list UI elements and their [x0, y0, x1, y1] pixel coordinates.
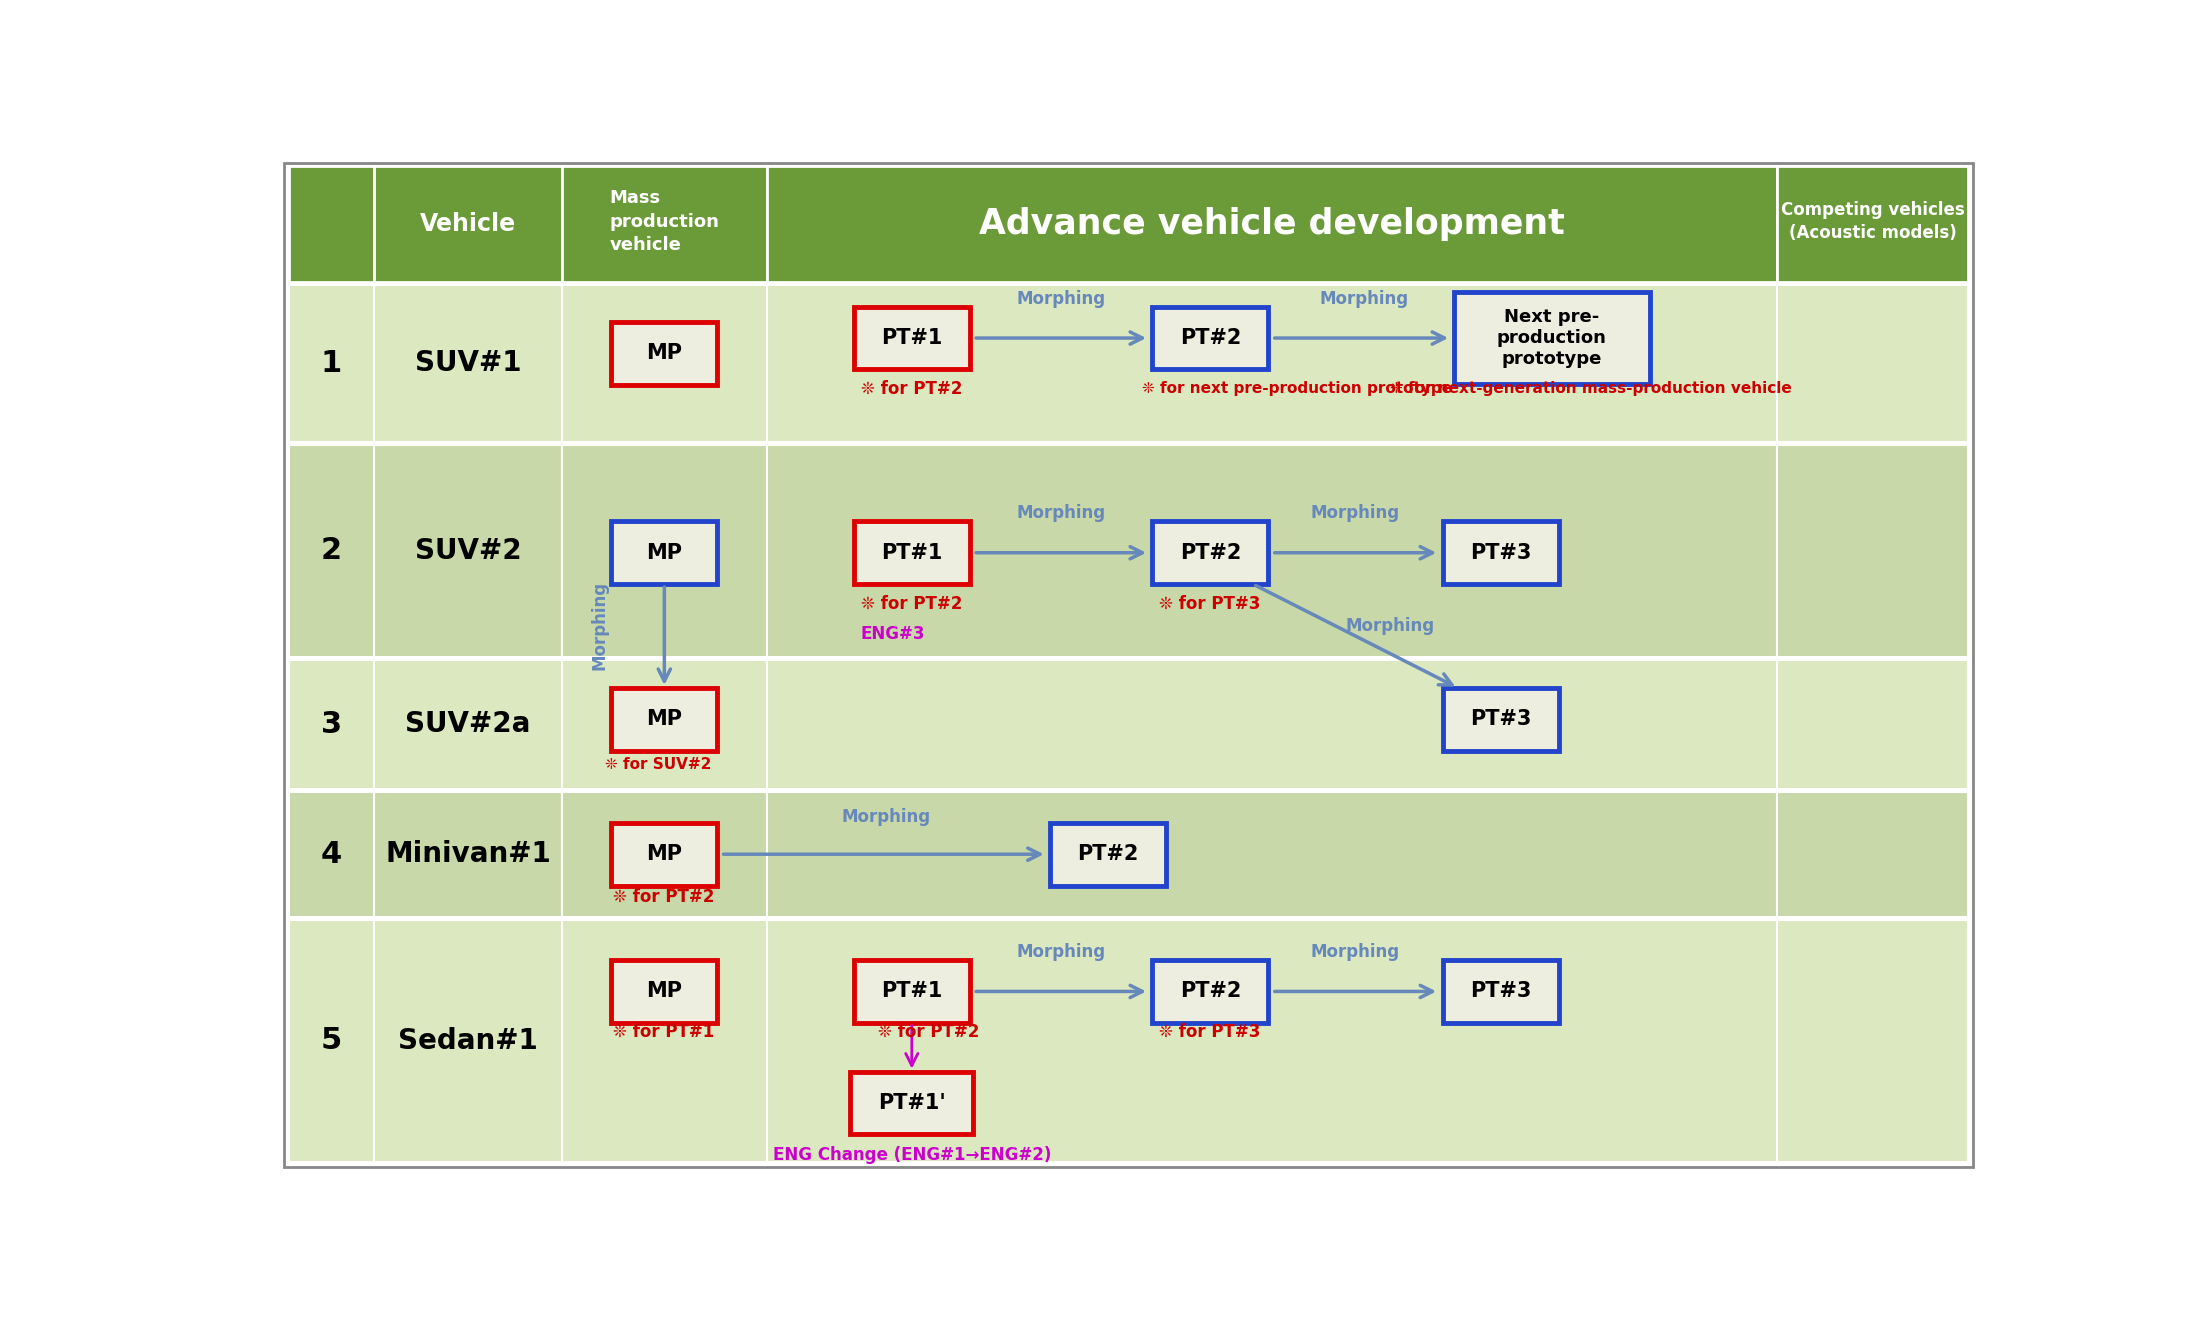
Text: MP: MP [647, 543, 683, 562]
Text: 4: 4 [321, 840, 341, 869]
Text: PT#2: PT#2 [1077, 844, 1138, 864]
FancyBboxPatch shape [1453, 292, 1649, 383]
FancyBboxPatch shape [374, 919, 562, 1162]
FancyBboxPatch shape [374, 166, 562, 282]
FancyBboxPatch shape [1777, 445, 1969, 657]
FancyBboxPatch shape [612, 687, 718, 751]
Text: MP: MP [647, 710, 683, 730]
Text: ❊ for PT#2: ❊ for PT#2 [612, 888, 713, 906]
FancyBboxPatch shape [612, 823, 718, 885]
FancyBboxPatch shape [854, 522, 969, 585]
Text: ❊ for PT#2: ❊ for PT#2 [879, 1023, 980, 1040]
FancyBboxPatch shape [562, 660, 766, 789]
FancyBboxPatch shape [1777, 792, 1969, 917]
Text: ❊ for PT#2: ❊ for PT#2 [861, 594, 962, 612]
Text: Morphing: Morphing [1345, 616, 1434, 635]
FancyBboxPatch shape [766, 660, 1777, 789]
Text: PT#1: PT#1 [881, 328, 942, 348]
Text: PT#2: PT#2 [1180, 328, 1242, 348]
FancyBboxPatch shape [288, 284, 374, 443]
Text: Next pre-
production
prototype: Next pre- production prototype [1497, 308, 1607, 367]
FancyBboxPatch shape [766, 166, 1777, 282]
FancyBboxPatch shape [374, 284, 562, 443]
Text: ❊ for PT#1: ❊ for PT#1 [612, 1023, 713, 1040]
FancyBboxPatch shape [1152, 960, 1268, 1023]
Text: SUV#1: SUV#1 [414, 349, 522, 378]
Text: ❊ for PT#3: ❊ for PT#3 [1158, 1023, 1260, 1040]
FancyBboxPatch shape [562, 445, 766, 657]
FancyBboxPatch shape [1777, 919, 1969, 1162]
Text: Morphing: Morphing [1319, 290, 1409, 308]
Text: 2: 2 [321, 536, 341, 565]
FancyBboxPatch shape [288, 660, 374, 789]
FancyBboxPatch shape [1442, 522, 1559, 585]
Text: PT#3: PT#3 [1471, 543, 1530, 562]
Text: Morphing: Morphing [1017, 943, 1105, 961]
Text: MP: MP [647, 344, 683, 363]
FancyBboxPatch shape [288, 919, 374, 1162]
Text: Vehicle: Vehicle [421, 212, 515, 236]
Text: ❊ for next-generation mass-production vehicle: ❊ for next-generation mass-production ve… [1389, 381, 1792, 396]
Text: SUV#2a: SUV#2a [405, 710, 531, 739]
Text: Morphing: Morphing [1310, 504, 1400, 523]
FancyBboxPatch shape [854, 960, 969, 1023]
FancyBboxPatch shape [1050, 823, 1167, 885]
FancyBboxPatch shape [1777, 166, 1969, 282]
FancyBboxPatch shape [1152, 522, 1268, 585]
FancyBboxPatch shape [612, 522, 718, 585]
Text: Mass
production
vehicle: Mass production vehicle [610, 190, 720, 254]
FancyBboxPatch shape [288, 445, 374, 657]
FancyBboxPatch shape [1777, 284, 1969, 443]
FancyBboxPatch shape [766, 284, 1777, 443]
FancyBboxPatch shape [288, 166, 374, 282]
Text: PT#3: PT#3 [1471, 981, 1530, 1001]
FancyBboxPatch shape [562, 166, 766, 282]
Text: PT#2: PT#2 [1180, 981, 1242, 1001]
FancyBboxPatch shape [1777, 660, 1969, 789]
FancyBboxPatch shape [562, 919, 766, 1162]
FancyBboxPatch shape [562, 284, 766, 443]
Text: ❊ for PT#2: ❊ for PT#2 [861, 379, 962, 398]
Text: PT#3: PT#3 [1471, 710, 1530, 730]
FancyBboxPatch shape [1442, 960, 1559, 1023]
FancyBboxPatch shape [612, 321, 718, 385]
FancyBboxPatch shape [766, 919, 1777, 1162]
Text: ENG Change (ENG#1→ENG#2): ENG Change (ENG#1→ENG#2) [773, 1146, 1050, 1164]
FancyBboxPatch shape [1152, 307, 1268, 370]
FancyBboxPatch shape [562, 792, 766, 917]
Text: PT#1: PT#1 [881, 981, 942, 1001]
Text: Morphing: Morphing [1310, 943, 1400, 961]
FancyBboxPatch shape [374, 792, 562, 917]
Text: Morphing: Morphing [1017, 504, 1105, 523]
Text: MP: MP [647, 981, 683, 1001]
Text: ❊ for PT#3: ❊ for PT#3 [1158, 594, 1260, 612]
Text: SUV#2: SUV#2 [414, 537, 522, 565]
Text: 5: 5 [321, 1026, 341, 1055]
FancyBboxPatch shape [612, 960, 718, 1023]
FancyBboxPatch shape [1442, 687, 1559, 751]
Text: Competing vehicles
(Acoustic models): Competing vehicles (Acoustic models) [1781, 202, 1964, 242]
Text: Morphing: Morphing [841, 807, 931, 826]
Text: PT#2: PT#2 [1180, 543, 1242, 562]
Text: ❊ for SUV#2: ❊ for SUV#2 [606, 757, 711, 773]
FancyBboxPatch shape [374, 660, 562, 789]
Text: Minivan#1: Minivan#1 [385, 840, 550, 868]
Text: Morphing: Morphing [590, 581, 608, 670]
Text: MP: MP [647, 844, 683, 864]
FancyBboxPatch shape [766, 445, 1777, 657]
Text: ENG#3: ENG#3 [861, 624, 925, 643]
Text: Sedan#1: Sedan#1 [399, 1027, 537, 1055]
Text: PT#1: PT#1 [881, 543, 942, 562]
FancyBboxPatch shape [850, 1072, 973, 1134]
FancyBboxPatch shape [854, 307, 969, 370]
FancyBboxPatch shape [288, 792, 374, 917]
Text: 3: 3 [321, 710, 341, 739]
FancyBboxPatch shape [766, 792, 1777, 917]
Text: PT#1': PT#1' [879, 1093, 945, 1113]
Text: ❊ for next pre-production prototype: ❊ for next pre-production prototype [1143, 381, 1453, 396]
Text: 1: 1 [321, 349, 341, 378]
Text: Morphing: Morphing [1017, 290, 1105, 308]
FancyBboxPatch shape [374, 445, 562, 657]
Text: Advance vehicle development: Advance vehicle development [980, 207, 1566, 241]
